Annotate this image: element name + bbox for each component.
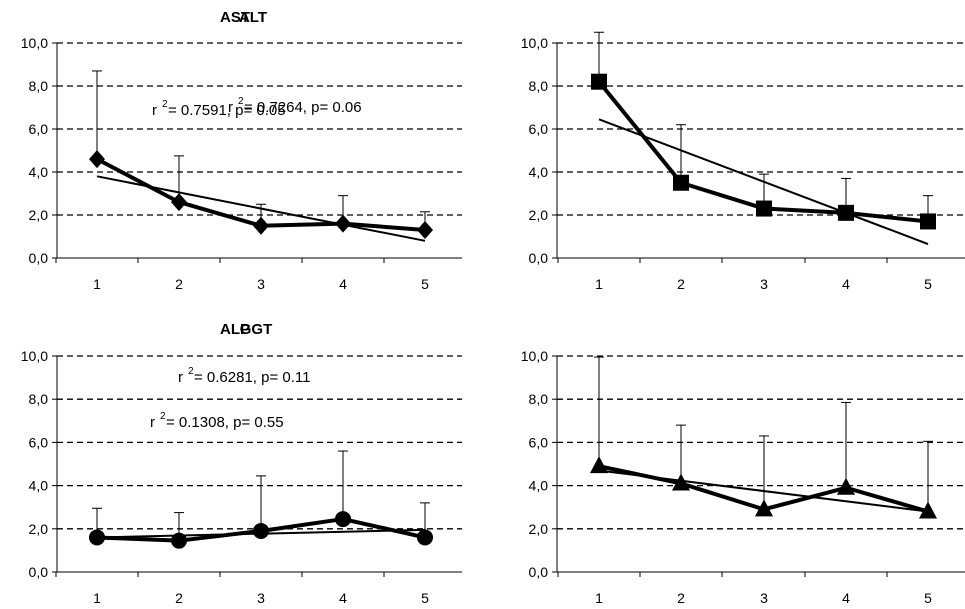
alp-y-tick-label: 4,0 [29, 478, 49, 494]
alt-y-tick-label: 2,0 [529, 207, 549, 223]
alt-x-tick-label: 3 [760, 276, 768, 292]
alt-data-point [756, 200, 772, 217]
alp-y-tick-label: 0,0 [29, 564, 49, 580]
alp-annotation-text: = 0.1308, p= 0.55 [166, 414, 284, 431]
ast-y-tick-label: 10,0 [21, 35, 48, 51]
alt-annotation-prefix: r [228, 99, 233, 116]
ggt-x-tick-label: 1 [595, 590, 603, 606]
ast-chart-title: AST [220, 9, 250, 26]
alt-trend-line [598, 118, 929, 245]
alp-data-point [89, 529, 105, 546]
alp-annotation-sup: 2 [160, 411, 166, 422]
alt-x-tick-label: 1 [595, 276, 603, 292]
ggt-x-tick-label: 4 [842, 590, 850, 606]
ggt-y-tick-label: 6,0 [529, 434, 549, 450]
alt-annotation-sup: 2 [238, 96, 244, 107]
alt-data-point [920, 213, 936, 230]
ggt-annotation-sup: 2 [188, 366, 194, 377]
alp-x-tick-label: 3 [257, 590, 265, 606]
ast-x-tick-label: 4 [339, 276, 347, 292]
alp-data-point [171, 532, 187, 549]
alt-y-tick-label: 8,0 [529, 78, 549, 94]
ast-data-point [171, 193, 187, 212]
alt-data-point [673, 174, 689, 191]
alt-chart-title: ALT [239, 9, 267, 26]
alp-annotation-prefix: r [150, 414, 155, 431]
ggt-data-point [919, 501, 937, 519]
alp-x-tick-label: 2 [175, 590, 183, 606]
ast-x-tick-label: 2 [175, 276, 183, 292]
ggt-y-tick-label: 0,0 [529, 564, 549, 580]
ggt-data-point [837, 477, 855, 495]
ggt-y-tick-label: 8,0 [529, 391, 549, 407]
ast-annotation-prefix: r [152, 102, 157, 119]
alp-y-tick-label: 2,0 [29, 521, 49, 537]
ast-y-tick-label: 6,0 [29, 121, 49, 137]
alp-x-tick-label: 4 [339, 590, 347, 606]
alt-x-tick-label: 4 [842, 276, 850, 292]
ast-data-point [89, 150, 105, 169]
alp-x-tick-label: 1 [93, 590, 101, 606]
alp-y-tick-label: 10,0 [21, 348, 48, 364]
ggt-x-tick-label: 5 [924, 590, 932, 606]
alt-y-tick-label: 6,0 [529, 121, 549, 137]
ggt-chart-title: GGT [240, 321, 273, 338]
ast-data-point [253, 216, 269, 235]
alp-data-point [335, 511, 351, 528]
alp-y-tick-label: 6,0 [29, 434, 49, 450]
alp-y-tick-label: 8,0 [29, 391, 49, 407]
ggt-x-tick-label: 3 [760, 590, 768, 606]
ggt-annotation-text: = 0.6281, p= 0.11 [194, 369, 311, 386]
ast-data-point [335, 214, 351, 233]
ggt-y-tick-label: 4,0 [529, 478, 549, 494]
alt-y-tick-label: 4,0 [529, 164, 549, 180]
alt-y-tick-label: 10,0 [521, 35, 548, 51]
alt-x-tick-label: 5 [924, 276, 932, 292]
ggt-y-tick-label: 2,0 [529, 521, 549, 537]
ggt-x-tick-label: 2 [677, 590, 685, 606]
ast-x-tick-label: 1 [93, 276, 101, 292]
alp-x-tick-label: 5 [421, 590, 429, 606]
ast-y-tick-label: 0,0 [29, 250, 49, 266]
alt-y-tick-label: 0,0 [529, 250, 549, 266]
ggt-y-tick-label: 10,0 [521, 348, 548, 364]
alt-data-point [838, 204, 854, 221]
alp-chart-title: ALP [220, 321, 250, 338]
ggt-data-point [672, 473, 690, 491]
ast-y-tick-label: 2,0 [29, 207, 49, 223]
ggt-data-point [590, 456, 608, 474]
alt-x-tick-label: 2 [677, 276, 685, 292]
ast-annotation-text: = 0.7591, p= 0.05 [168, 102, 286, 119]
ast-x-tick-label: 3 [257, 276, 265, 292]
alp-data-point [253, 522, 269, 539]
ast-y-tick-label: 4,0 [29, 164, 49, 180]
ast-data-point [417, 221, 433, 240]
ast-annotation-sup: 2 [162, 99, 168, 110]
alt-annotation-text: = 0.7264, p= 0.06 [244, 99, 362, 116]
alt-data-point [591, 73, 607, 90]
alp-data-point [417, 529, 433, 546]
ast-y-tick-label: 8,0 [29, 78, 49, 94]
ggt-annotation-prefix: r [178, 369, 183, 386]
ast-x-tick-label: 5 [421, 276, 429, 292]
ggt-data-point [755, 499, 773, 517]
